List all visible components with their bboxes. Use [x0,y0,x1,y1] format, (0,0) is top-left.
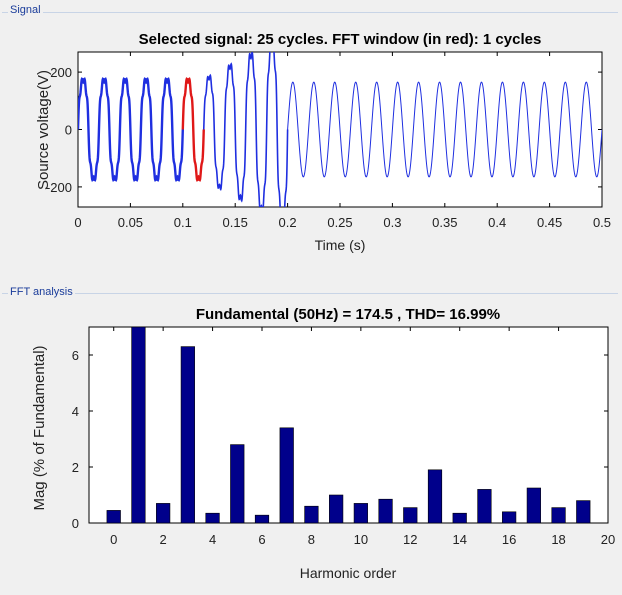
fft-x-tick-label: 8 [308,532,315,547]
fft-x-tick-label: 0 [110,532,117,547]
harmonic-bar-0 [106,510,121,524]
fft-chart: Fundamental (50Hz) = 174.5 , THD= 16.99%… [31,306,615,581]
fft-y-tick-label: 4 [72,404,79,419]
fft-y-axis-label: Mag (% of Fundamental) [31,345,48,510]
harmonic-bar-6 [254,514,270,524]
signal-x-tick-label: 0.35 [432,215,457,230]
harmonic-bar-15 [477,489,492,524]
signal-y-tick-label: 200 [50,65,72,80]
signal-y-axis-label: Source voltage(V) [35,70,52,190]
harmonic-bar-9 [329,494,344,524]
signal-x-tick-label: 0.15 [223,215,248,230]
signal-x-tick-label: 0 [74,215,81,230]
fft-panel: FFT analysis Fundamental (50Hz) = 174.5 … [2,283,618,586]
signal-x-tick-label: 0.3 [383,215,401,230]
fft-x-tick-label: 2 [160,532,167,547]
signal-panel: Signal Selected signal: 25 cycles. FFT w… [2,0,618,262]
signal-x-tick-label: 0.5 [593,215,611,230]
signal-x-tick-label: 0.2 [279,215,297,230]
harmonic-bar-16 [502,511,517,524]
signal-y-tick-label: 0 [65,123,72,138]
fft-plot-area [88,326,609,524]
fft-x-tick-label: 20 [601,532,615,547]
signal-x-tick-label: 0.05 [118,215,143,230]
signal-chart: Selected signal: 25 cycles. FFT window (… [35,31,611,253]
fft-x-tick-label: 14 [452,532,466,547]
signal-panel-label: Signal [8,4,43,16]
fft-x-axis-label: Harmonic order [300,565,397,581]
harmonic-bar-17 [526,487,541,524]
harmonic-bar-12 [403,507,418,524]
signal-x-axis-label: Time (s) [315,237,366,253]
fft-x-tick-label: 4 [209,532,216,547]
signal-y-tick-label: -200 [46,180,72,195]
fft-chart-title: Fundamental (50Hz) = 174.5 , THD= 16.99% [196,306,500,323]
signal-x-tick-label: 0.4 [488,215,506,230]
harmonic-bar-14 [452,512,467,524]
harmonic-bar-8 [304,505,319,524]
signal-series-transient [78,77,184,182]
harmonic-bar-19 [576,500,591,524]
signal-series-steady [287,81,602,178]
fft-y-tick-label: 2 [72,460,79,475]
fft-panel-label: FFT analysis [8,286,75,298]
fft-x-tick-label: 6 [258,532,265,547]
fft-y-tick-label: 6 [72,348,79,363]
fft-y-tick-label: 0 [72,516,79,531]
harmonic-bar-4 [205,512,220,524]
harmonic-bar-11 [378,498,393,524]
harmonic-bar-13 [427,469,443,524]
signal-series-transient-late [202,52,289,207]
harmonic-bar-10 [353,503,368,524]
harmonic-bar-5 [230,444,245,524]
harmonic-bar-18 [551,507,566,524]
fft-x-tick-label: 16 [502,532,516,547]
signal-chart-title: Selected signal: 25 cycles. FFT window (… [139,31,542,48]
signal-x-tick-label: 0.45 [537,215,562,230]
fft-window-segment [181,77,205,182]
fft-x-tick-label: 18 [551,532,565,547]
harmonic-bar-2 [156,503,171,524]
signal-x-tick-label: 0.25 [327,215,352,230]
signal-x-tick-label: 0.1 [174,215,192,230]
fft-x-tick-label: 12 [403,532,417,547]
harmonic-bar-7 [279,427,294,524]
harmonic-bar-1 [131,326,146,524]
fft-x-tick-label: 10 [354,532,368,547]
harmonic-bar-3 [180,346,195,524]
